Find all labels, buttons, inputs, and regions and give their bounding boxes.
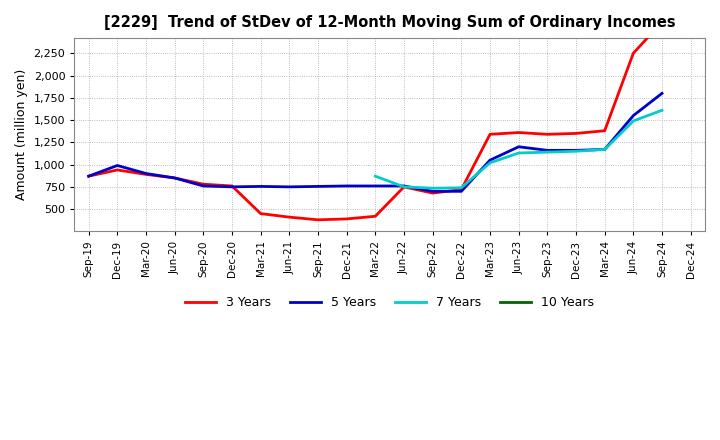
Legend: 3 Years, 5 Years, 7 Years, 10 Years: 3 Years, 5 Years, 7 Years, 10 Years (180, 291, 600, 314)
Y-axis label: Amount (million yen): Amount (million yen) (15, 69, 28, 200)
Title: [2229]  Trend of StDev of 12-Month Moving Sum of Ordinary Incomes: [2229] Trend of StDev of 12-Month Moving… (104, 15, 675, 30)
